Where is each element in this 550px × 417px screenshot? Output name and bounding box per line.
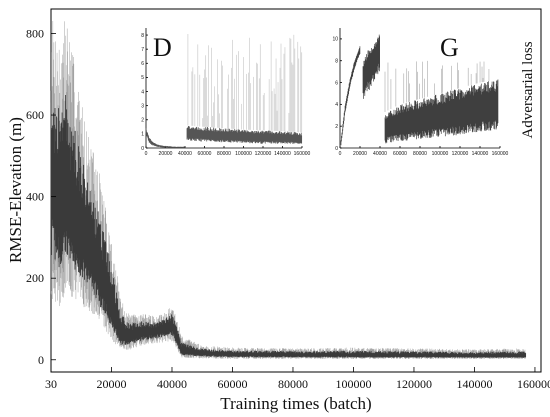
inset-d-y-tick-label: 0	[141, 146, 144, 152]
main-x-tick-label: 100000	[335, 377, 371, 391]
main-series-core	[50, 90, 527, 358]
inset-d-y-tick-label: 7	[141, 47, 144, 53]
main-y-tick-label: 0	[38, 353, 44, 367]
x-axis-title: Training times (batch)	[220, 394, 371, 413]
inset-d-label: D	[153, 33, 172, 62]
inset-d-x-tick-label: 0	[145, 151, 148, 157]
main-x-tick-label: 160000	[517, 377, 550, 391]
main-y-tick-label: 800	[26, 26, 44, 40]
inset-g-x-tick-label: 40000	[373, 151, 387, 157]
inset-d-segment-2-spikes	[187, 34, 302, 133]
adversarial-loss-label: Adversarial loss	[520, 41, 536, 138]
main-x-tick-label: 140000	[456, 377, 492, 391]
inset-d-x-tick-label: 120000	[255, 151, 272, 157]
inset-g-segment-3-band	[384, 79, 499, 144]
inset-d-y-tick-label: 8	[141, 33, 144, 39]
inset-g-y-tick-label: 8	[335, 59, 338, 65]
inset-d-x-tick-label: 160000	[294, 151, 311, 157]
inset-g-x-tick-label: 160000	[492, 151, 509, 157]
inset-d-segment-1-band	[145, 128, 186, 148]
inset-g: 0 20000 40000 60000 80000 100000 120000 140000 1…	[332, 28, 509, 157]
y-axis-title: RMSE-Elevation (m)	[6, 117, 25, 263]
inset-g-x-tick-label: 60000	[393, 151, 407, 157]
inset-d-x-tick-label: 60000	[198, 151, 212, 157]
main-x-tick-label: 20000	[96, 377, 126, 391]
main-x-tick-label: 60000	[217, 377, 247, 391]
main-x-tick-label: 40000	[157, 377, 187, 391]
inset-g-y-tick-label: 4	[335, 102, 338, 108]
inset-d-x-tick-label: 20000	[159, 151, 173, 157]
main-series-layer	[50, 21, 527, 359]
inset-g-y-tick-label: 10	[332, 37, 338, 43]
inset-g-x-tick-label: 0	[339, 151, 342, 157]
inset-d-x-tick-label: 80000	[217, 151, 231, 157]
inset-g-x-tick-label: 120000	[452, 151, 469, 157]
inset-d: 0 20000 40000 60000 80000 100000 120000 140000 1…	[141, 28, 311, 157]
inset-g-segment-3-spikes	[384, 60, 490, 112]
main-y-tick-label: 600	[26, 108, 44, 122]
main-x-tick-label: 120000	[396, 377, 432, 391]
inset-d-y-tick-label: 1	[141, 132, 144, 138]
inset-d-y-tick-label: 2	[141, 118, 144, 124]
inset-g-y-tick-label: 2	[335, 124, 338, 130]
inset-g-segment-1-band	[340, 46, 361, 146]
inset-g-segment-2-band	[362, 34, 380, 99]
inset-g-x-tick-label: 80000	[413, 151, 427, 157]
inset-d-y-tick-label: 4	[141, 89, 144, 95]
main-x-tick-label: 30	[45, 377, 57, 391]
inset-d-x-tick-label: 40000	[178, 151, 192, 157]
main-axes-layer: 30 20000 40000 60000 80000 100000 120000 140000…	[26, 26, 550, 391]
inset-g-x-tick-label: 20000	[353, 151, 367, 157]
inset-g-x-tick-label: 140000	[472, 151, 489, 157]
inset-d-x-tick-label: 140000	[274, 151, 291, 157]
inset-d-y-tick-label: 3	[141, 103, 144, 109]
main-y-tick-label: 400	[26, 190, 44, 204]
inset-d-y-tick-label: 6	[141, 61, 144, 67]
inset-d-y-tick-label: 5	[141, 75, 144, 81]
main-x-tick-label: 80000	[278, 377, 308, 391]
inset-g-x-tick-label: 100000	[432, 151, 449, 157]
inset-d-x-tick-label: 100000	[235, 151, 252, 157]
inset-g-y-tick-label: 6	[335, 80, 338, 86]
main-y-tick-label: 200	[26, 271, 44, 285]
inset-g-y-tick-label: 0	[335, 146, 338, 152]
inset-g-label: G	[440, 33, 459, 62]
inset-d-segment-2-band	[186, 126, 303, 144]
